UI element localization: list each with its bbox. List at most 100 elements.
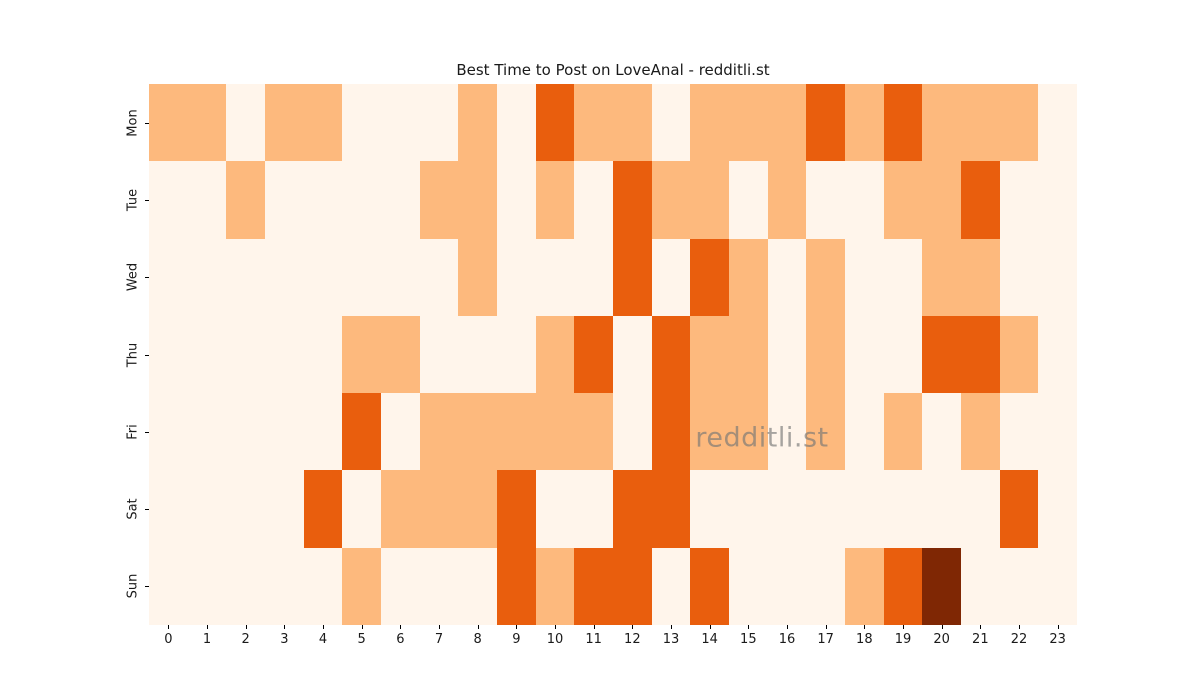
heatmap-cell: [729, 238, 768, 316]
heatmap-cell: [922, 315, 961, 394]
heatmap-cell: [845, 470, 884, 548]
x-tick-label: 10: [546, 632, 564, 647]
heatmap-cell: [961, 161, 1000, 239]
x-tick-mark: [941, 625, 943, 629]
heatmap-cell: [535, 315, 575, 394]
y-tick-mark: [145, 122, 149, 124]
x-tick-mark: [903, 625, 904, 629]
heatmap-cell: [883, 315, 923, 394]
x-axis: 0 1 2 3 4 5 6 7 8 9 10 11 12 13 14 15 16 17 18 19 20 21 22 23: [149, 625, 1077, 657]
x-tick-mark: [516, 625, 518, 629]
heatmap-cell: [419, 238, 459, 316]
heatmap-cell: [458, 238, 497, 316]
heatmap-cell: [806, 393, 845, 471]
y-axis: Mon Tue Wed Thu Fri Sat Sun: [104, 84, 149, 625]
heatmap-cell: [651, 315, 691, 394]
heatmap-cell: [767, 547, 807, 625]
heatmap-cell: [883, 84, 923, 162]
heatmap-cell: [845, 161, 884, 239]
heatmap-cell: [226, 315, 265, 394]
heatmap-cell: [961, 547, 1000, 625]
x-tick-mark: [400, 625, 402, 629]
heatmap-cell: [187, 315, 227, 394]
heatmap-cell: [574, 84, 613, 162]
heatmap-cell: [419, 393, 459, 471]
heatmap-cell: [226, 470, 265, 548]
heatmap-cell: [458, 84, 497, 162]
heatmap-cell: [961, 315, 1000, 394]
x-tick-mark: [980, 625, 982, 629]
heatmap-cell: [342, 547, 381, 625]
heatmap-cell: [806, 238, 845, 316]
heatmap-cell: [690, 470, 729, 548]
heatmap-cell: [458, 161, 497, 239]
heatmap-cell: [690, 161, 729, 239]
heatmap-cell: [149, 393, 188, 471]
heatmap-cell: [574, 315, 613, 394]
heatmap-cell: [381, 84, 420, 162]
x-tick-mark: [361, 625, 363, 629]
heatmap-cell: [1038, 470, 1077, 548]
heatmap-cell: [729, 161, 768, 239]
x-tick-mark: [1057, 625, 1059, 629]
heatmap-cell: [419, 547, 459, 625]
heatmap-cell: [845, 315, 884, 394]
heatmap-cell: [651, 238, 691, 316]
heatmap-cell: [767, 470, 807, 548]
x-tick-label: 13: [662, 632, 680, 647]
x-tick-label: 0: [164, 632, 173, 647]
x-tick-label: 15: [740, 632, 757, 647]
heatmap-cell: [226, 238, 265, 316]
x-tick-label: 7: [434, 632, 444, 647]
heatmap-cell: [806, 84, 845, 162]
heatmap-cell: [381, 547, 420, 625]
chart-title: Best Time to Post on LoveAnal - redditli…: [456, 61, 770, 79]
x-tick-label: 3: [280, 632, 289, 647]
heatmap-cell: [574, 393, 613, 471]
y-tick-label: Sat: [125, 498, 141, 520]
heatmap-cell: [1038, 315, 1077, 394]
x-tick-label: 2: [241, 632, 250, 647]
heatmap-cell: [729, 547, 768, 625]
plot-area: redditli.st: [149, 84, 1077, 625]
x-tick-mark: [555, 625, 556, 629]
x-tick-label: 9: [512, 632, 521, 647]
x-tick-mark: [632, 625, 634, 629]
y-tick-mark: [145, 277, 149, 279]
heatmap-cell: [265, 161, 304, 239]
x-tick-label: 23: [1049, 632, 1066, 647]
y-tick-mark: [145, 586, 149, 588]
heatmap-cell: [767, 84, 807, 162]
heatmap-cell: [265, 84, 304, 162]
heatmap-cell: [458, 315, 497, 394]
heatmap-cell: [187, 238, 227, 316]
heatmap-cell: [613, 84, 652, 162]
heatmap-cell: [535, 238, 575, 316]
heatmap-cell: [922, 470, 961, 548]
heatmap-cell: [419, 470, 459, 548]
x-tick-mark: [245, 625, 247, 629]
heatmap-cell: [806, 547, 845, 625]
heatmap-cell: [961, 393, 1000, 471]
y-tick-label: Mon: [125, 108, 141, 137]
heatmap-cell: [999, 547, 1039, 625]
heatmap-cell: [767, 238, 807, 316]
heatmap-cell: [961, 84, 1000, 162]
heatmap-cell: [613, 393, 652, 471]
heatmap-cell: [342, 238, 381, 316]
x-tick-label: 18: [856, 632, 873, 647]
heatmap-cell: [419, 315, 459, 394]
heatmap-cell: [303, 238, 343, 316]
heatmap-cell: [458, 547, 497, 625]
heatmap-cell: [187, 84, 227, 162]
x-tick-label: 8: [473, 632, 482, 647]
heatmap-cell: [999, 315, 1039, 394]
heatmap-cell: [535, 547, 575, 625]
heatmap-cell: [303, 547, 343, 625]
y-tick-label: Wed: [125, 263, 141, 292]
heatmap-cell: [690, 238, 729, 316]
heatmap-cell: [729, 315, 768, 394]
x-tick-mark: [477, 625, 479, 629]
x-tick-label: 20: [933, 632, 950, 647]
